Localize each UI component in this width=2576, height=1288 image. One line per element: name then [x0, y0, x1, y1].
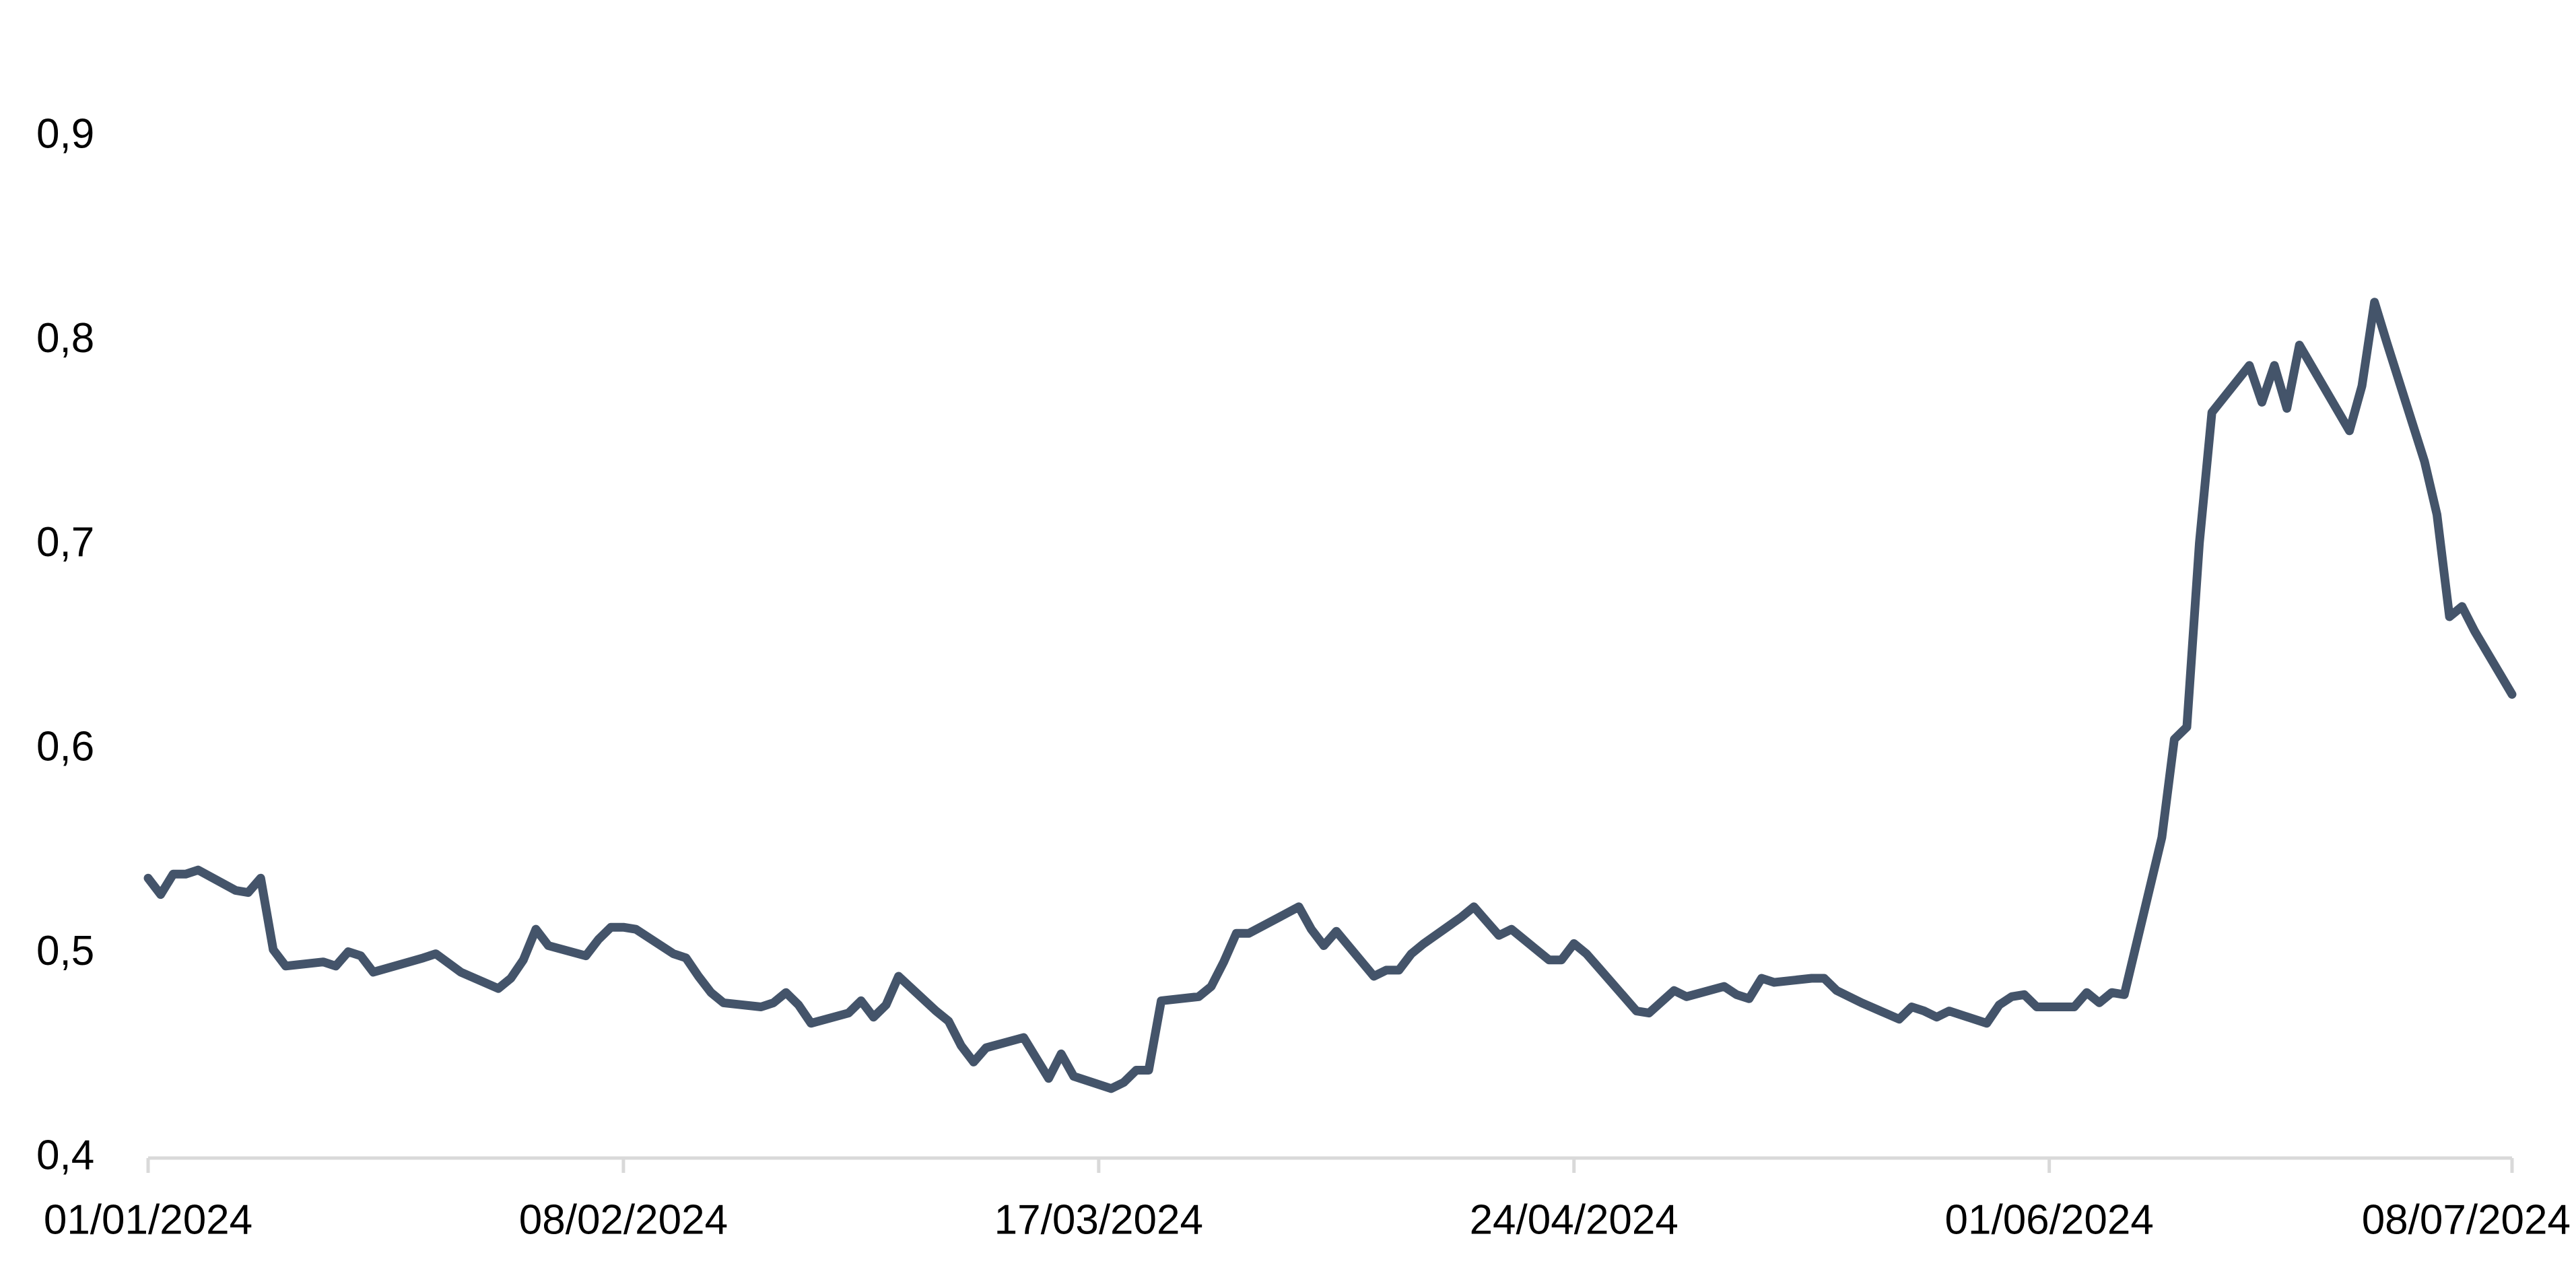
x-tick-label: 17/03/2024 — [994, 1196, 1203, 1243]
data-line — [143, 298, 2517, 1093]
x-tick-label: 08/02/2024 — [519, 1196, 728, 1243]
y-tick-label: 0,9 — [36, 110, 94, 157]
x-tick-label: 01/01/2024 — [44, 1196, 252, 1243]
y-tick-label: 0,4 — [36, 1132, 94, 1178]
y-tick-label: 0,8 — [36, 315, 94, 362]
y-tick-label: 0,5 — [36, 928, 94, 974]
x-tick-label: 01/06/2024 — [1945, 1196, 2154, 1243]
y-tick-label: 0,7 — [36, 519, 94, 566]
y-tick-label: 0,6 — [36, 724, 94, 770]
x-tick-label: 24/04/2024 — [1470, 1196, 1679, 1243]
x-tick-label: 08/07/2024 — [2362, 1196, 2571, 1243]
